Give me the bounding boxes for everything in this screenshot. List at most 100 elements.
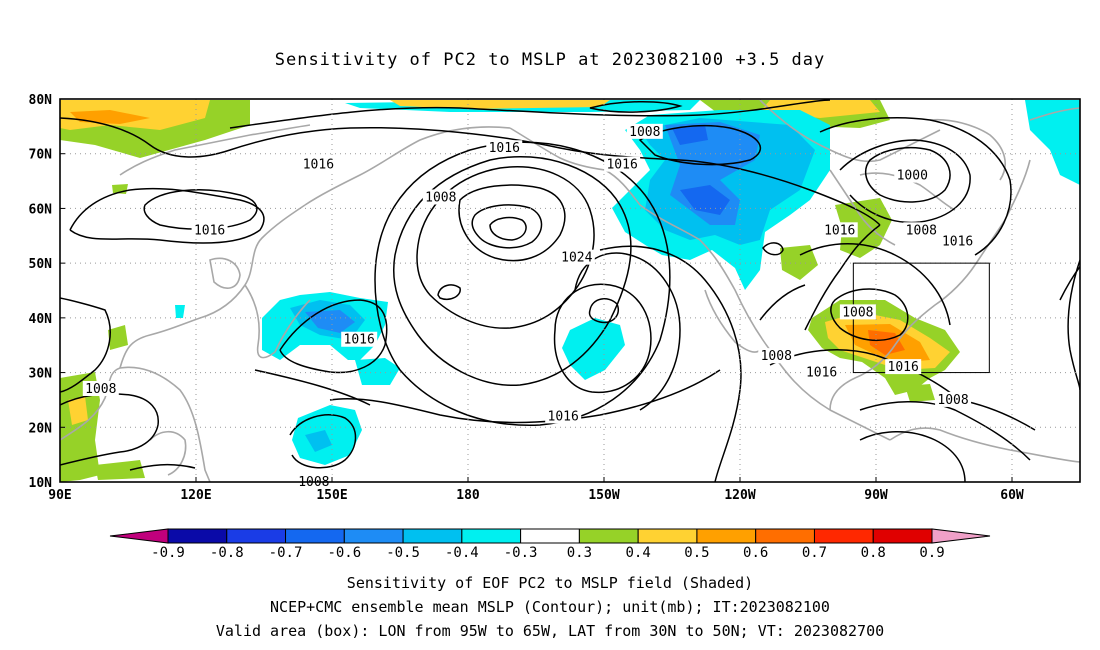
contour-label: 1008 (906, 223, 937, 238)
colorbar-right-arrow (931, 528, 991, 544)
caption-line-2: NCEP+CMC ensemble mean MSLP (Contour); u… (270, 598, 830, 616)
colorbar-label: -0.3 (504, 545, 538, 561)
shading-layer (60, 100, 1080, 482)
colorbar-swatch (578, 528, 639, 544)
colorbar-label: 0.3 (567, 545, 592, 561)
map-title: Sensitivity of PC2 to MSLP at 2023082100… (274, 50, 826, 70)
longitude-label: 180 (456, 488, 480, 503)
contour-label-bg (191, 222, 228, 238)
contour-label-bg (885, 359, 922, 375)
colorbar-swatch (872, 528, 933, 544)
latitude-label: 70N (29, 148, 53, 163)
contour-label-bg (300, 156, 337, 172)
contour-label-bg (903, 222, 940, 238)
longitude-label: 120E (180, 488, 211, 503)
colorbar-label: -0.5 (386, 545, 420, 561)
contour-label: 1016 (489, 141, 520, 156)
contour-label: 1008 (842, 305, 873, 320)
contour-label-bg (422, 189, 459, 205)
latitude-label: 60N (29, 202, 53, 217)
plot-frame (59, 98, 1081, 483)
colorbar-label: 0.8 (861, 545, 886, 561)
contour-label: 1016 (942, 234, 973, 249)
contour-label: 1008 (761, 349, 792, 364)
mslp-contours (60, 99, 1080, 482)
colorbar-label: 0.9 (919, 545, 944, 561)
contour-label-bg (935, 391, 972, 407)
colorbar-swatch (402, 528, 463, 544)
colorbar-swatch (755, 528, 815, 544)
contour-label-bg (839, 304, 876, 320)
latitude-label: 10N (29, 476, 53, 491)
contour-label: 1016 (548, 409, 579, 424)
colorbar-swatch (461, 528, 522, 544)
colorbar: -0.9 -0.8 -0.7 -0.6 -0.5 -0.4 -0.3 0.3 0.4 0.5 0.6… (109, 528, 991, 561)
caption-line-1: Sensitivity of EOF PC2 to MSLP field (Sh… (346, 574, 754, 592)
contour-label: 1008 (629, 125, 660, 140)
colorbar-label: -0.8 (210, 545, 244, 561)
contour-label-bg (894, 167, 931, 183)
contour-label-bg (626, 123, 663, 139)
contour-label: 1016 (344, 333, 375, 348)
longitude-label: 150E (316, 488, 347, 503)
colorbar-label: -0.7 (269, 545, 303, 561)
contour-label: 1024 (561, 251, 592, 266)
caption-line-3: Valid area (box): LON from 95W to 65W, L… (215, 622, 885, 640)
contour-label-bg (803, 364, 840, 380)
latitude-label: 50N (29, 257, 53, 272)
longitude-labels: 90E 120E 150E 180 150W 120W 90W 60W (48, 477, 1024, 503)
shade-negative-ne (1025, 100, 1080, 185)
contour-label-bg (821, 222, 858, 238)
colorbar-swatch (343, 528, 404, 544)
colorbar-swatch (813, 528, 874, 544)
longitude-label: 150W (588, 488, 619, 503)
colorbar-left-arrow (109, 528, 169, 544)
longitude-label: 60W (1000, 488, 1024, 503)
contour-label: 1016 (806, 366, 837, 381)
contour-labels: 1008 1016 1016 1016 1000 1008 1016 1016 1008 1016… (82, 123, 976, 490)
contour-label: 1016 (606, 158, 637, 173)
colorbar-swatch (696, 528, 757, 544)
shade-negative-centralpacific (562, 318, 625, 380)
latitude-label: 40N (29, 312, 53, 327)
latitude-label: 20N (29, 421, 53, 436)
latitude-labels: 10N 20N 30N 40N 50N 60N 70N 80N (29, 93, 65, 491)
graticule (59, 98, 1080, 483)
colorbar-label: 0.6 (743, 545, 768, 561)
contour-label: 1016 (824, 223, 855, 238)
colorbar-swatch (226, 528, 287, 544)
shade-positive-canada (835, 198, 892, 258)
colorbar-swatch (285, 528, 345, 544)
contour-label-bg (604, 156, 641, 172)
colorbar-swatch (520, 528, 580, 544)
colorbar-swatch (167, 528, 228, 544)
colorbar-label: -0.6 (327, 545, 361, 561)
contour-label: 1000 (897, 169, 928, 184)
colorbar-swatch (637, 528, 698, 544)
contour-label: 1016 (194, 223, 225, 238)
contour-label: 1008 (85, 382, 116, 397)
contour-label-bg (545, 408, 582, 424)
contour-label-bg (341, 331, 378, 347)
longitude-label: 120W (724, 488, 755, 503)
contour-label-bg (82, 380, 119, 396)
contour-label-bg (486, 140, 523, 156)
colorbar-label: 0.5 (684, 545, 709, 561)
latitude-label: 80N (29, 93, 53, 108)
contour-label: 1008 (937, 393, 968, 408)
colorbar-label: -0.4 (445, 545, 479, 561)
contour-label-bg (758, 348, 795, 364)
contour-label-bg (939, 233, 976, 249)
colorbar-label: 0.7 (802, 545, 827, 561)
contour-label: 1016 (303, 158, 334, 173)
longitude-label: 90E (48, 488, 71, 503)
contour-label: 1008 (425, 190, 456, 205)
contour-label-bg (558, 249, 595, 265)
coastlines (60, 99, 1080, 482)
contour-label: 1016 (888, 360, 919, 375)
colorbar-label: -0.9 (151, 545, 185, 561)
colorbar-label: 0.4 (626, 545, 651, 561)
latitude-label: 30N (29, 367, 53, 382)
longitude-label: 90W (864, 488, 888, 503)
